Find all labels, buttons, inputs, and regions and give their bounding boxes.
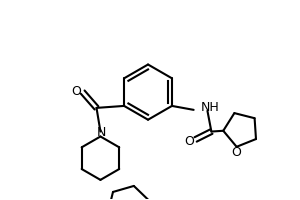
Text: NH: NH — [200, 101, 219, 114]
Text: O: O — [71, 85, 81, 98]
Text: O: O — [232, 146, 242, 159]
Text: N: N — [97, 126, 106, 139]
Text: O: O — [184, 135, 194, 148]
